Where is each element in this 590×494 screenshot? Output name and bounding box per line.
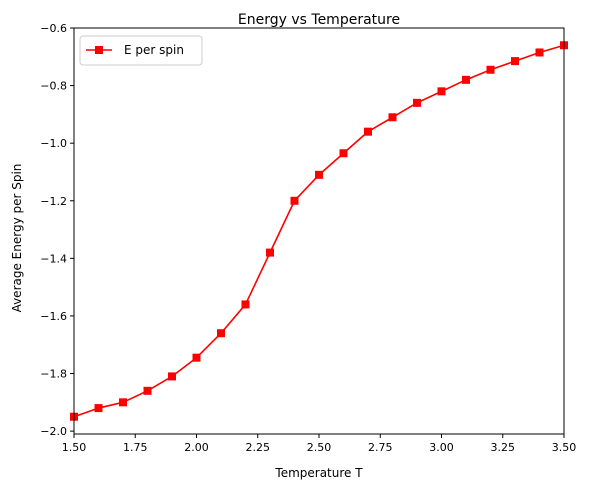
series-line	[73, 44, 565, 418]
data-point	[266, 248, 274, 257]
x-tick-label: 3.25	[491, 441, 516, 454]
y-tick-label: −1.0	[40, 137, 67, 150]
y-axis-label: Average Energy per Spin	[10, 164, 24, 313]
y-tick-label: −1.2	[40, 195, 67, 208]
data-point	[486, 65, 495, 74]
y-tick-label: −1.4	[40, 252, 67, 265]
x-tick-label: 2.50	[307, 441, 332, 454]
x-ticks: 1.50 1.75 2.00 2.25 2.50 2.75 3.00 3.25 3.50	[62, 434, 577, 454]
x-tick-label: 3.50	[552, 441, 577, 454]
data-point	[339, 149, 348, 158]
data-point	[143, 386, 152, 395]
x-tick-label: 2.00	[184, 441, 209, 454]
data-point	[315, 170, 323, 179]
data-point	[217, 329, 225, 338]
x-tick-label: 1.75	[123, 441, 148, 454]
data-point	[364, 127, 372, 136]
data-point	[511, 57, 519, 66]
data-point	[119, 398, 127, 407]
y-ticks: −2.0 −1.8 −1.6 −1.4 −1.2 −1.0 −0.8 −0.6	[40, 22, 74, 438]
legend-label: E per spin	[124, 43, 184, 57]
axes-frame	[73, 27, 565, 435]
y-tick-label: −0.6	[40, 22, 67, 35]
x-tick-label: 1.50	[62, 441, 87, 454]
data-point	[535, 48, 544, 57]
data-point	[413, 98, 421, 107]
data-point	[437, 87, 446, 96]
plot-area	[70, 41, 568, 421]
data-point	[192, 353, 201, 362]
data-point	[290, 196, 299, 205]
data-point	[241, 300, 250, 309]
data-point	[388, 113, 397, 122]
data-point	[94, 404, 103, 413]
x-axis-label: Temperature T	[274, 466, 363, 480]
x-tick-label: 2.75	[368, 441, 393, 454]
data-point	[168, 372, 176, 381]
legend-box	[79, 35, 203, 66]
y-tick-label: −1.8	[40, 368, 67, 381]
x-tick-label: 2.25	[246, 441, 271, 454]
legend: E per spin	[79, 35, 203, 66]
data-point	[462, 75, 470, 84]
legend-marker	[95, 46, 103, 54]
x-tick-label: 3.00	[429, 441, 454, 454]
y-tick-label: −1.6	[40, 310, 67, 323]
y-tick-label: −0.8	[40, 80, 67, 93]
chart-title: Energy vs Temperature	[238, 12, 400, 28]
y-tick-label: −2.0	[40, 425, 67, 438]
